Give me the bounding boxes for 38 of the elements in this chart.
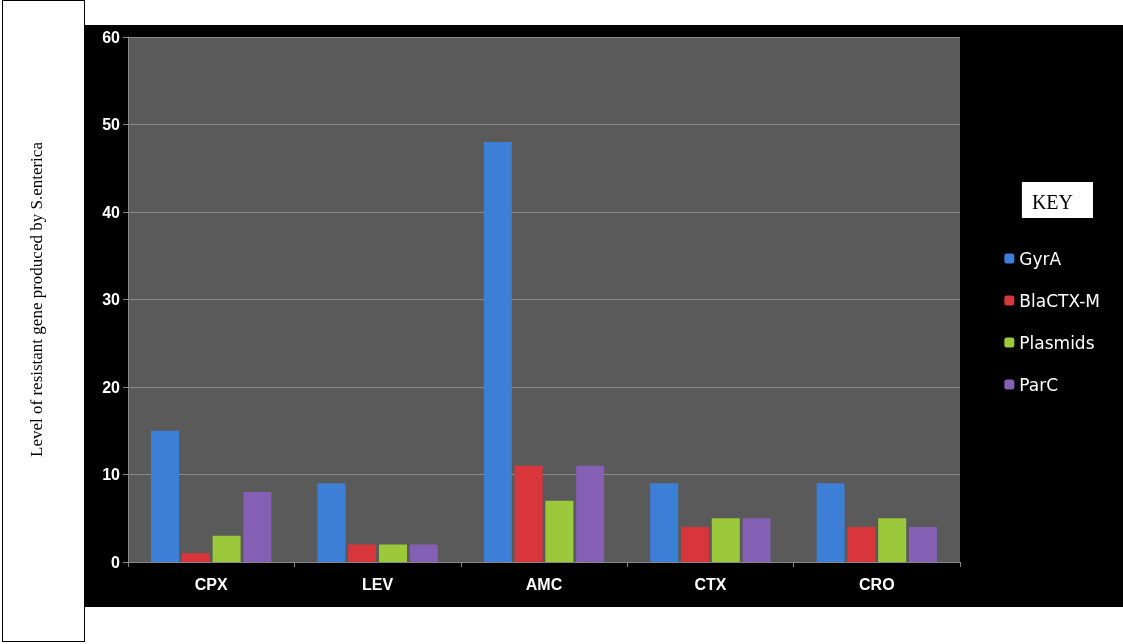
bar [151,430,179,562]
bar [212,535,241,562]
bar [243,492,272,562]
y-tick-label: 60 [102,28,121,46]
y-tick-label: 40 [102,203,121,221]
bar [816,483,845,562]
bar [409,544,438,562]
y-tick-label: 10 [102,466,121,483]
y-axis-title: Level of resistant gene produced by S.enterica [27,141,46,457]
y-tick-label: 50 [102,116,121,133]
bar [681,527,709,562]
legend-label: GyrA [1019,248,1062,269]
bar [650,483,679,562]
bar [576,465,605,562]
bar [483,142,512,562]
x-tick-label: CRO [859,575,895,593]
x-tick-label: CPX [194,575,228,593]
y-tick-label: 30 [102,291,121,308]
legend-label: ParC [1019,374,1059,395]
bar [711,518,740,562]
legend-title: KEY [1031,191,1074,213]
x-tick-label: LEV [362,575,394,593]
bar [878,518,907,562]
bar [317,483,346,562]
legend-label: Plasmids [1019,332,1095,353]
y-tick-label: 0 [111,553,121,571]
bar [514,465,543,562]
legend-label: BlaCTX-M [1019,290,1101,311]
bar [742,518,771,562]
x-tick-label: CTX [694,575,727,593]
bar [379,544,407,562]
bar [545,500,574,562]
bar [909,527,937,562]
bar [348,544,377,562]
bar [847,527,876,562]
y-tick-label: 20 [102,378,121,396]
x-tick-label: AMC [525,575,563,593]
bar [181,553,210,562]
